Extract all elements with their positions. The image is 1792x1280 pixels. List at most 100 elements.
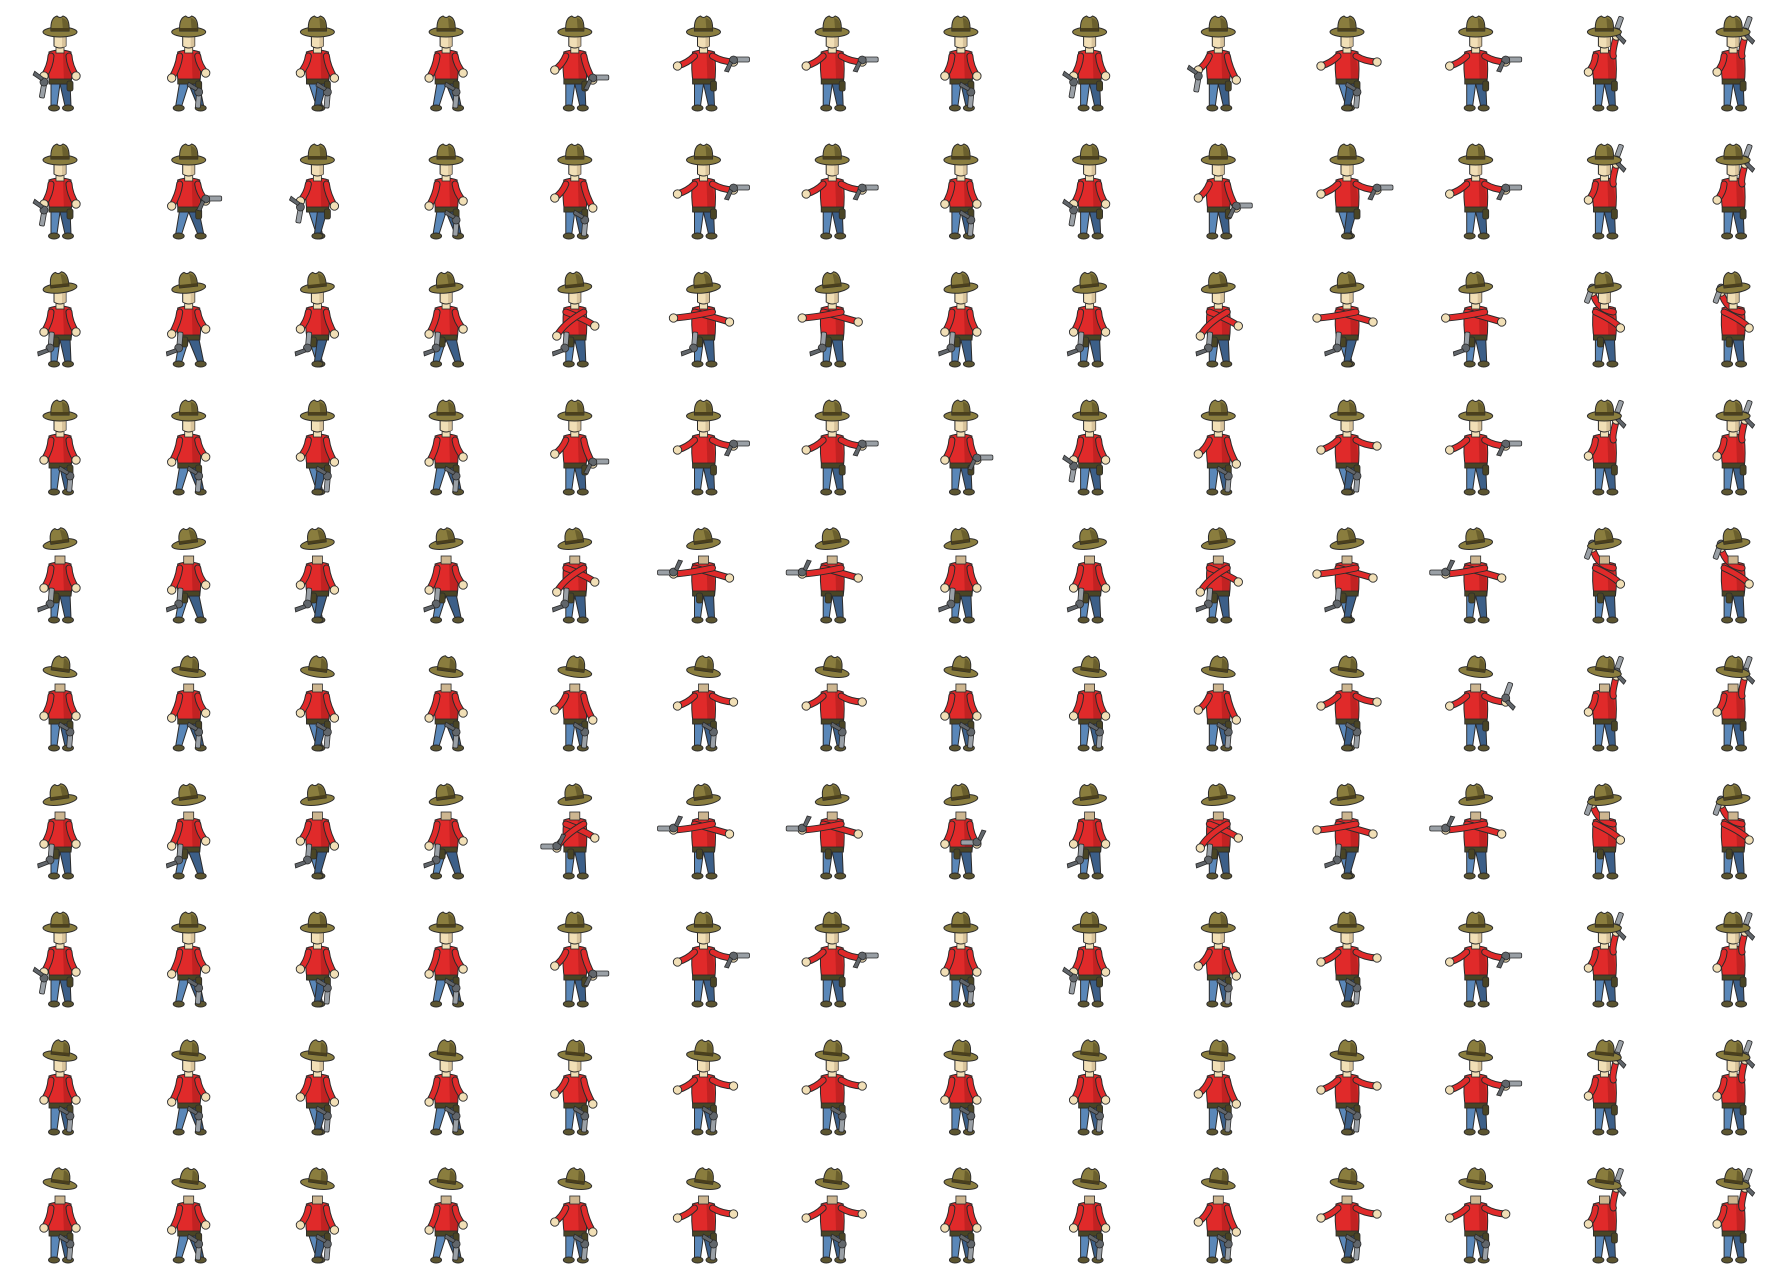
- cowboy-sprite: [1713, 1038, 1762, 1135]
- cowboy-sprite: [658, 782, 734, 879]
- cowboy-sprite: [1069, 654, 1109, 751]
- cowboy-sprite: [37, 782, 80, 879]
- cowboy-sprite: [941, 1166, 981, 1263]
- cowboy-sprite: [296, 1166, 338, 1263]
- cowboy-sprite: [1194, 912, 1240, 1007]
- cowboy-sprite: [425, 1038, 467, 1135]
- cowboy-sprite: [802, 1166, 866, 1263]
- cowboy-sprite: [941, 400, 993, 495]
- cowboy-sprite: [425, 1166, 467, 1263]
- cowboy-sprite: [1196, 782, 1243, 879]
- cowboy-sprite: [1194, 144, 1252, 239]
- cowboy-sprite: [1317, 654, 1381, 751]
- cowboy-sprite: [296, 912, 338, 1007]
- revolver-icon: [295, 331, 313, 357]
- cowboy-sprite: [802, 16, 878, 111]
- cowboy-sprite: [673, 400, 749, 495]
- cowboy-sprite: [551, 912, 609, 1007]
- cowboy-sprite: [673, 144, 749, 239]
- cowboy-sprite: [551, 1038, 597, 1135]
- cowboy-sprite: [941, 16, 981, 111]
- cowboy-sprite: [425, 654, 467, 751]
- cowboy-sprite: [938, 526, 981, 623]
- cowboy-sprite: [296, 16, 338, 111]
- cowboy-sprite: [1313, 526, 1377, 623]
- cowboy-sprite: [798, 270, 862, 367]
- cowboy-sprite: [1067, 270, 1110, 367]
- cowboy-sprite: [1583, 270, 1624, 367]
- cowboy-sprite: [551, 654, 597, 751]
- cowboy-sprite: [552, 270, 599, 367]
- cowboy-sprite: [166, 526, 210, 623]
- cowboy-sprite: [1584, 1038, 1633, 1135]
- cowboy-sprite: [1196, 526, 1243, 623]
- cowboy-sprite: [1584, 1166, 1633, 1263]
- cowboy-sprite: [296, 400, 338, 495]
- cowboy-sprite: [1446, 16, 1522, 111]
- cowboy-sprite: [1430, 782, 1506, 879]
- cowboy-sprite: [1196, 270, 1243, 367]
- cowboy-sprite: [673, 654, 737, 751]
- cowboy-sprite: [29, 16, 80, 111]
- revolver-icon: [295, 587, 313, 613]
- cowboy-sprite: [286, 144, 339, 239]
- cowboy-sprite: [551, 144, 597, 239]
- revolver-icon: [1324, 843, 1342, 869]
- cowboy-sprite: [786, 782, 862, 879]
- cowboy-sprite: [1713, 1166, 1762, 1263]
- cowboy-sprite: [1059, 16, 1110, 111]
- cowboy-sprite: [168, 144, 222, 239]
- cowboy-sprite: [1713, 400, 1762, 495]
- cowboy-sprite: [1194, 400, 1240, 495]
- cowboy-sprite: [552, 526, 599, 623]
- cowboy-sprite: [1059, 400, 1110, 495]
- cowboy-sprite: [37, 526, 80, 623]
- cowboy-sprite: [1194, 1166, 1240, 1263]
- cowboy-sprite: [40, 1166, 80, 1263]
- cowboy-sprite: [1584, 16, 1633, 111]
- cowboy-sprite: [168, 400, 210, 495]
- cowboy-sprite: [938, 270, 981, 367]
- cowboy-sprite: [1430, 526, 1506, 623]
- cowboy-sprite: [40, 1038, 80, 1135]
- cowboy-sprite: [1446, 654, 1523, 751]
- cowboy-sprite: [1583, 782, 1624, 879]
- cowboy-sprite: [941, 1038, 981, 1135]
- cowboy-sprite: [941, 654, 981, 751]
- cowboy-sprite: [1317, 144, 1393, 239]
- revolver-icon: [541, 834, 566, 850]
- cowboy-sprite: [1069, 1166, 1109, 1263]
- cowboy-sprite: [296, 1038, 338, 1135]
- cowboy-sprite: [1194, 654, 1240, 751]
- cowboy-sprite: [295, 782, 339, 879]
- cowboy-sprite: [1712, 270, 1753, 367]
- cowboy-sprite: [1184, 16, 1241, 111]
- cowboy-sprite: [37, 270, 80, 367]
- cowboy-sprite: [541, 782, 599, 879]
- cowboy-sprite: [1584, 400, 1633, 495]
- cowboy-sprite: [168, 1166, 210, 1263]
- cowboy-sprite: [1069, 1038, 1109, 1135]
- cowboy-sprite: [1067, 782, 1110, 879]
- cowboy-sprite: [669, 270, 733, 367]
- cowboy-sprite: [941, 912, 981, 1007]
- cowboy-sprite: [658, 526, 734, 623]
- cowboy-sprite: [168, 654, 210, 751]
- cowboy-sprite: [1446, 1166, 1510, 1263]
- cowboy-sprite: [425, 912, 467, 1007]
- cowboy-sprite: [673, 1038, 737, 1135]
- cowboy-sprite: [425, 16, 467, 111]
- revolver-icon: [295, 843, 313, 869]
- cowboy-sprite: [425, 144, 467, 239]
- cowboy-sprite: [1317, 912, 1381, 1007]
- cowboy-sprite: [1446, 912, 1522, 1007]
- cowboy-sprite: [1317, 1166, 1381, 1263]
- cowboy-sprite: [673, 1166, 737, 1263]
- cowboy-sprite: [1059, 912, 1110, 1007]
- cowboy-sprite: [1712, 782, 1753, 879]
- cowboy-sprite: [1313, 782, 1377, 879]
- cowboy-sprite: [786, 526, 862, 623]
- cowboy-sprite: [1713, 144, 1762, 239]
